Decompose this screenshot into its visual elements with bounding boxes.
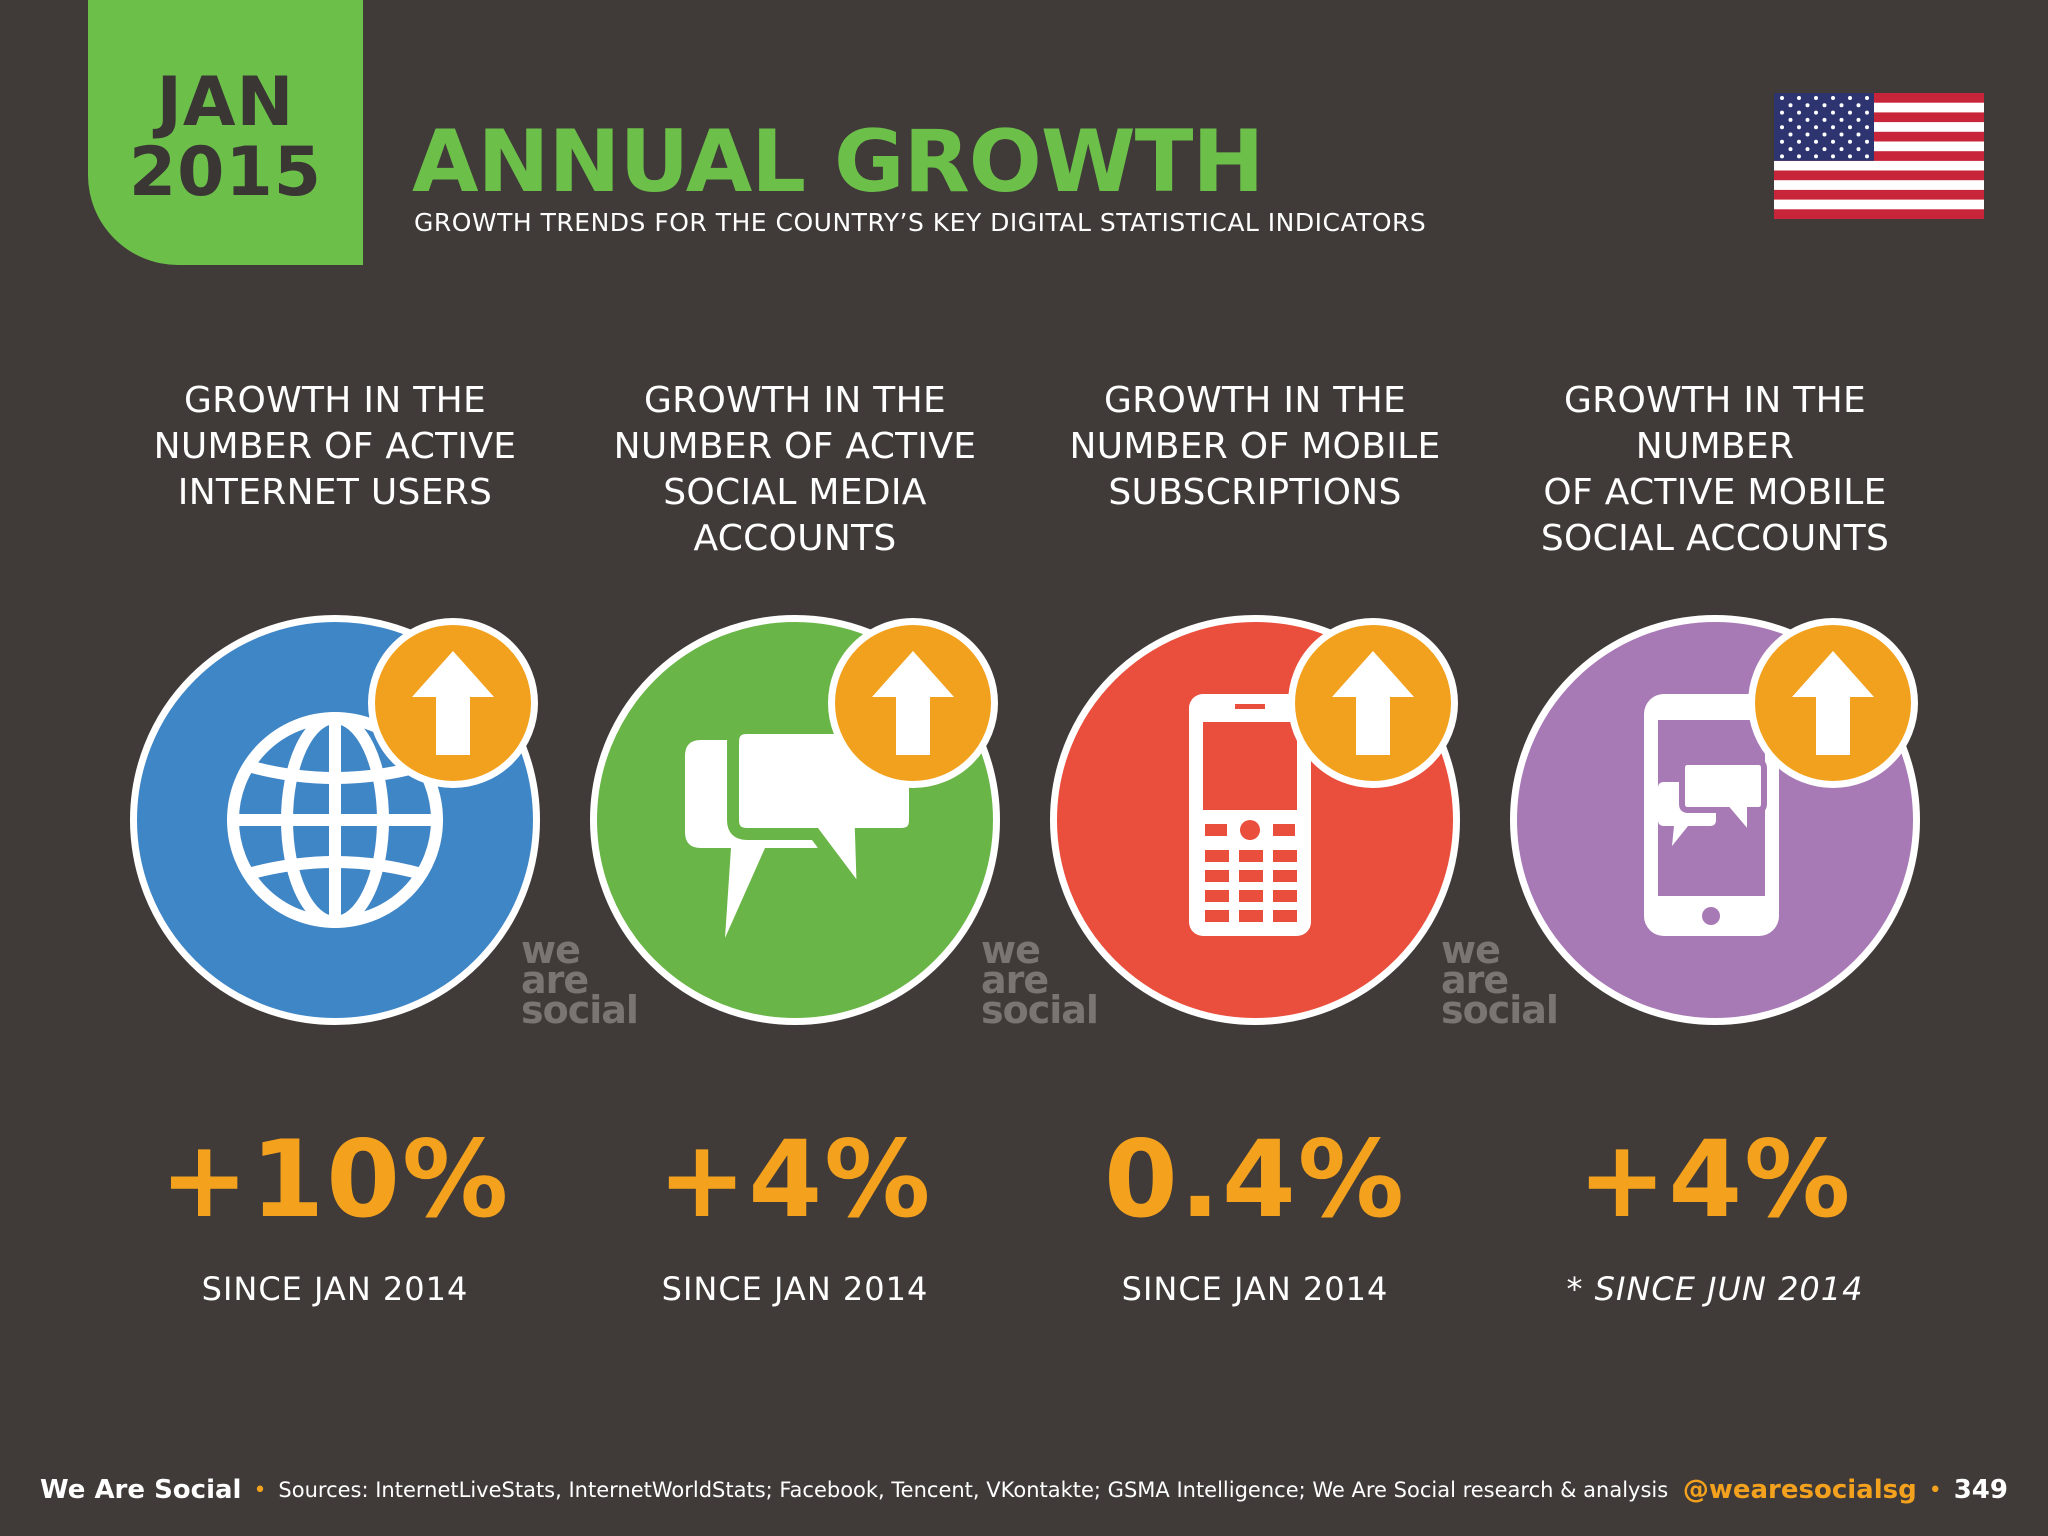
- flag-star: [1780, 154, 1784, 159]
- growth-value: +4%: [1577, 1118, 1853, 1241]
- us-flag-icon: [1774, 93, 1984, 219]
- up-arrow-icon: [412, 651, 494, 755]
- flag-star: [1797, 154, 1801, 159]
- flag-star: [1848, 96, 1852, 100]
- we-are-social-watermark: we are social: [1441, 928, 1559, 1032]
- flag-star: [1831, 139, 1835, 144]
- flag-star: [1797, 139, 1801, 144]
- flag-star: [1805, 103, 1810, 108]
- flag-star: [1856, 103, 1861, 108]
- footer-brand: We Are Social: [40, 1475, 242, 1505]
- column-heading: GROWTH IN THE NUMBER OF MOBILE SUBSCRIPT…: [1069, 380, 1441, 513]
- flag-star: [1788, 117, 1793, 122]
- flag-star: [1856, 132, 1861, 137]
- flag-star: [1865, 125, 1869, 130]
- page-title: ANNUAL GROWTH: [412, 112, 1264, 212]
- flag-star: [1822, 103, 1827, 108]
- growth-value: +4%: [657, 1118, 933, 1241]
- flag-star: [1865, 110, 1869, 115]
- flag-star: [1822, 147, 1827, 152]
- column-mobile-social-accounts: GROWTH IN THE NUMBER OF ACTIVE MOBILE SO…: [1485, 378, 1945, 1308]
- growth-value: +10%: [159, 1118, 511, 1241]
- flag-star: [1865, 139, 1869, 144]
- flag-star: [1788, 147, 1793, 152]
- we-are-social-watermark: we are social: [981, 928, 1099, 1032]
- flag-star: [1780, 139, 1784, 144]
- flag-star: [1839, 147, 1844, 152]
- flag-star: [1814, 110, 1818, 115]
- since-label: SINCE JAN 2014: [201, 1270, 469, 1308]
- up-arrow-icon: [1792, 651, 1874, 755]
- flag-star: [1822, 132, 1827, 137]
- flag-star: [1865, 96, 1869, 100]
- mobile-phone-icon: [1189, 694, 1311, 936]
- date-tab: JAN 2015: [88, 0, 363, 265]
- column-mobile-subscriptions: GROWTH IN THE NUMBER OF MOBILE SUBSCRIPT…: [1025, 378, 1485, 1308]
- flag-star: [1839, 132, 1844, 137]
- footer-right: @wearesocialsg • 349: [1683, 1475, 2008, 1505]
- flag-star: [1814, 139, 1818, 144]
- page-number: 349: [1953, 1475, 2008, 1505]
- column-social-media-accounts: GROWTH IN THE NUMBER OF ACTIVE SOCIAL ME…: [565, 378, 1025, 1308]
- flag-star: [1848, 154, 1852, 159]
- column-heading: GROWTH IN THE NUMBER OF ACTIVE SOCIAL ME…: [613, 380, 977, 559]
- flag-star: [1856, 147, 1861, 152]
- smartphone-chat-icon: [1644, 694, 1779, 936]
- flag-star: [1839, 117, 1844, 122]
- flag-star: [1865, 154, 1869, 159]
- footer-separator: •: [1928, 1477, 1942, 1503]
- flag-star: [1805, 147, 1810, 152]
- footer: We Are Social • Sources: InternetLiveSta…: [40, 1470, 2008, 1510]
- flag-star: [1839, 103, 1844, 108]
- growth-up-badge: [1288, 618, 1458, 788]
- flag-star: [1831, 154, 1835, 159]
- flag-star: [1831, 125, 1835, 130]
- flag-star: [1848, 139, 1852, 144]
- flag-star: [1780, 96, 1784, 100]
- date-year: 2015: [128, 132, 323, 212]
- footer-handle: @wearesocialsg: [1682, 1475, 1917, 1505]
- growth-up-badge: [368, 618, 538, 788]
- we-are-social-watermark: we are social: [521, 928, 639, 1032]
- flag-star: [1780, 125, 1784, 130]
- up-arrow-icon: [1332, 651, 1414, 755]
- flag-star: [1814, 154, 1818, 159]
- up-arrow-icon: [872, 651, 954, 755]
- flag-star: [1797, 110, 1801, 115]
- growth-up-badge: [828, 618, 998, 788]
- flag-star: [1856, 117, 1861, 122]
- column-heading: GROWTH IN THE NUMBER OF ACTIVE INTERNET …: [153, 380, 517, 513]
- flag-star: [1788, 132, 1793, 137]
- flag-star: [1805, 132, 1810, 137]
- growth-up-badge: [1748, 618, 1918, 788]
- globe-icon: [227, 712, 443, 928]
- footer-separator: •: [253, 1477, 267, 1503]
- since-label: SINCE JAN 2014: [661, 1270, 929, 1308]
- date-month: JAN: [156, 62, 295, 142]
- flag-star: [1780, 110, 1784, 115]
- column-internet-users: GROWTH IN THE NUMBER OF ACTIVE INTERNET …: [105, 378, 565, 1308]
- column-heading: GROWTH IN THE NUMBER OF ACTIVE MOBILE SO…: [1540, 380, 1890, 559]
- since-label: * SINCE JUN 2014: [1566, 1270, 1864, 1308]
- growth-value: 0.4%: [1104, 1118, 1406, 1241]
- flag-star: [1831, 110, 1835, 115]
- since-label: SINCE JAN 2014: [1121, 1270, 1389, 1308]
- flag-star: [1822, 117, 1827, 122]
- flag-star: [1797, 125, 1801, 130]
- flag-star: [1797, 96, 1801, 100]
- footer-sources: Sources: InternetLiveStats, InternetWorl…: [278, 1478, 1669, 1502]
- flag-star: [1814, 125, 1818, 130]
- flag-star: [1831, 96, 1835, 100]
- flag-star: [1848, 125, 1852, 130]
- flag-star: [1848, 110, 1852, 115]
- flag-star: [1814, 96, 1818, 100]
- flag-star: [1805, 117, 1810, 122]
- page-subtitle: GROWTH TRENDS FOR THE COUNTRY’S KEY DIGI…: [414, 208, 1427, 237]
- flag-star: [1788, 103, 1793, 108]
